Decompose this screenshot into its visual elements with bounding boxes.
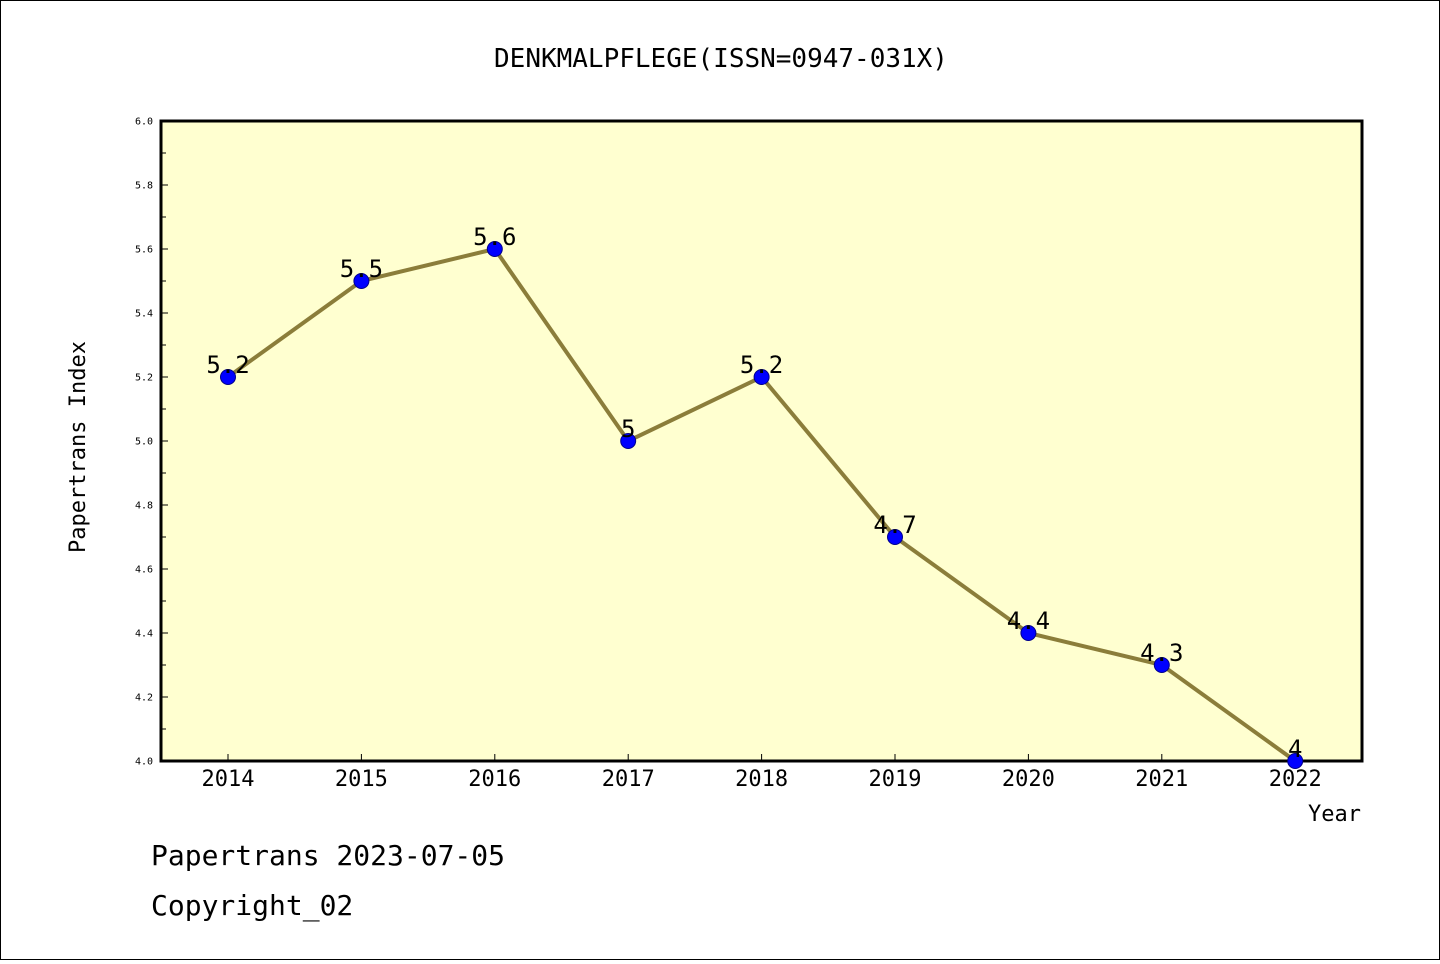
x-tick-label: 2021 bbox=[1135, 767, 1188, 792]
data-label: 4.3 bbox=[1140, 639, 1183, 667]
plot-area bbox=[159, 119, 1364, 763]
y-axis: 4.0 4.2 4.4 4.6 4.8 5.0 5.2 5.4 5.6 5.8 6.0 bbox=[135, 117, 168, 768]
x-axis: 2014 2015 2016 2017 2018 2019 2020 2021 2022 bbox=[202, 754, 1322, 792]
y-tick-label: 6.0 bbox=[135, 117, 153, 128]
y-axis-label: Papertrans Index bbox=[66, 341, 91, 553]
data-label: 5.2 bbox=[740, 351, 783, 379]
y-tick-label: 5.8 bbox=[135, 181, 153, 192]
y-tick-label: 4.8 bbox=[135, 501, 153, 512]
x-tick-label: 2019 bbox=[869, 767, 922, 792]
data-label: 4.7 bbox=[873, 511, 916, 539]
data-label: 5.2 bbox=[206, 351, 249, 379]
x-tick-label: 2018 bbox=[735, 767, 788, 792]
data-point bbox=[1020, 625, 1037, 641]
x-tick-label: 2020 bbox=[1002, 767, 1055, 792]
x-tick-label: 2015 bbox=[335, 767, 388, 792]
data-point bbox=[353, 273, 370, 289]
footer-copyright: Copyright_02 bbox=[151, 889, 353, 923]
data-label: 4 bbox=[1288, 735, 1302, 763]
x-tick-label: 2022 bbox=[1269, 767, 1322, 792]
data-label: 5.6 bbox=[473, 223, 516, 251]
y-tick-label: 4.2 bbox=[135, 693, 153, 704]
x-tick-label: 2017 bbox=[602, 767, 655, 792]
data-label: 4.4 bbox=[1007, 607, 1050, 635]
x-tick-label: 2016 bbox=[468, 767, 521, 792]
y-tick-label: 4.0 bbox=[135, 757, 153, 768]
y-tick-label: 5.6 bbox=[135, 245, 153, 256]
data-point bbox=[1287, 753, 1304, 769]
data-point bbox=[887, 529, 903, 545]
y-tick-label: 5.2 bbox=[135, 373, 153, 384]
data-label: 5 bbox=[621, 415, 635, 443]
footer-date: Papertrans 2023-07-05 bbox=[151, 839, 505, 872]
data-point bbox=[1153, 657, 1170, 673]
data-label: 5.5 bbox=[340, 255, 383, 283]
x-axis-label: Year bbox=[1308, 802, 1361, 827]
y-tick-label: 4.6 bbox=[135, 565, 153, 576]
y-tick-label: 5.4 bbox=[135, 309, 153, 320]
series-group: 5.2 5.5 5.6 5 5.2 4.7 4.4 4.3 4 bbox=[206, 223, 1304, 769]
chart-title: DENKMALPFLEGE(ISSN=0947-031X) bbox=[494, 44, 948, 74]
x-tick-label: 2014 bbox=[202, 767, 255, 792]
data-point bbox=[620, 433, 637, 449]
data-point bbox=[220, 369, 236, 385]
data-point bbox=[486, 241, 503, 257]
y-tick-label: 5.0 bbox=[135, 437, 153, 448]
data-point bbox=[753, 369, 770, 385]
y-tick-label: 4.4 bbox=[135, 629, 153, 640]
